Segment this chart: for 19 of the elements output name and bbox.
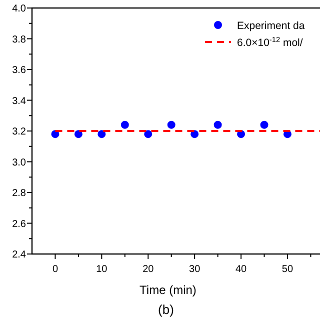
x-tick-label: 40 (235, 264, 248, 275)
x-tick-label: 10 (96, 264, 108, 275)
y-tick-label: 3.4 (12, 96, 26, 107)
y-tick-label: 3.6 (12, 65, 26, 76)
x-tick-label: 30 (189, 264, 201, 275)
x-axis-title: Time (min) (140, 283, 196, 297)
y-tick-label: 3.0 (12, 157, 26, 168)
y-tick-label: 2.4 (12, 250, 26, 260)
x-tick-label: 20 (142, 264, 154, 275)
y-tick-label: 3.2 (12, 126, 26, 138)
x-tick-label: 0 (52, 264, 58, 275)
legend-label: Experiment da (237, 20, 305, 32)
y-tick-label: 4.0 (12, 4, 26, 14)
y-tick-label: 2.8 (12, 188, 26, 199)
y-tick-label: 2.6 (12, 218, 26, 230)
text: (b) (158, 302, 174, 317)
x-tick-label: 50 (282, 264, 294, 275)
legend-label: 6.0×10$^{-12}$ mol/ (237, 34, 303, 49)
y-tick-label: 3.8 (12, 34, 26, 46)
